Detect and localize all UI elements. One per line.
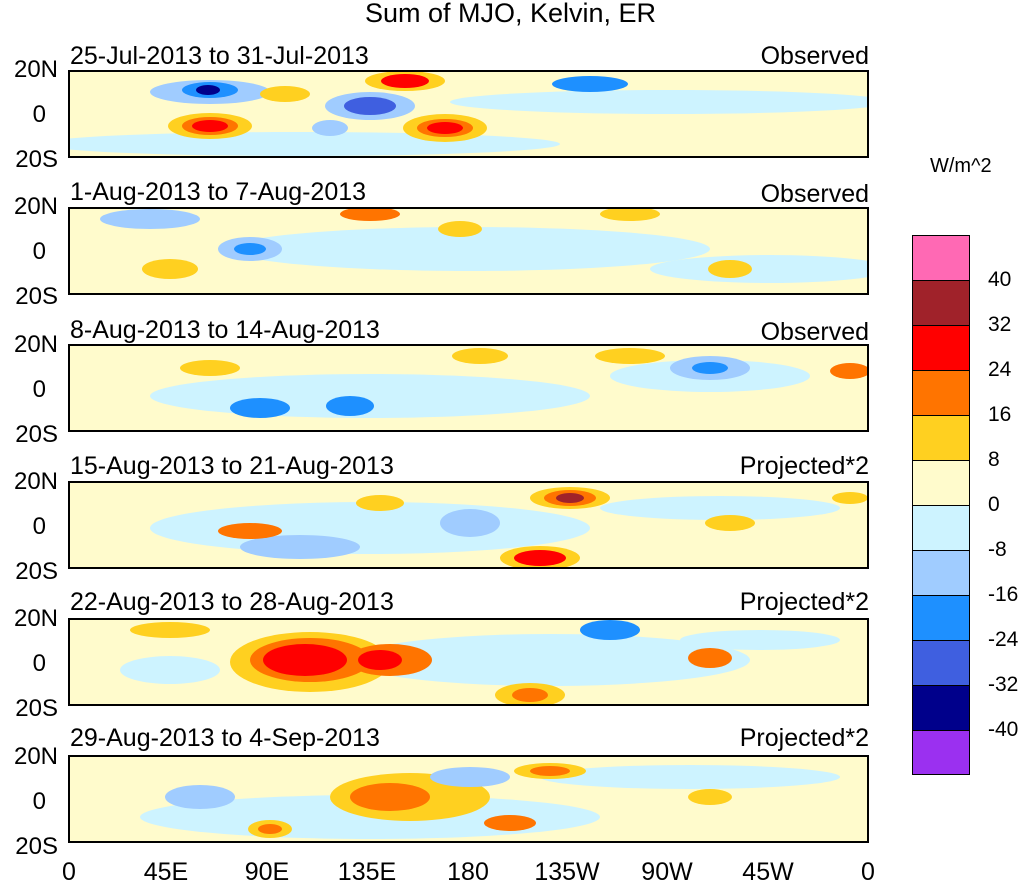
lon-label-0-right: 0	[861, 858, 875, 886]
lon-label-180: 180	[447, 858, 489, 886]
panel-4-date: 15-Aug-2013 to 21-Aug-2013	[70, 452, 394, 480]
map-panel-4	[68, 481, 869, 569]
colorbar-swatch	[912, 460, 970, 505]
colorbar-tick-label: 8	[988, 448, 1000, 471]
lat-label-20s-6: 20S	[15, 833, 58, 860]
lat-label-eq-6: 0	[32, 788, 46, 815]
colorbar-swatch	[912, 505, 970, 550]
colorbar-swatch	[912, 730, 970, 775]
colorbar-tick-label: -24	[988, 628, 1019, 651]
panel-6-date: 29-Aug-2013 to 4-Sep-2013	[70, 724, 380, 752]
panel-1-date: 25-Jul-2013 to 31-Jul-2013	[70, 42, 369, 70]
colorbar-swatch	[912, 685, 970, 730]
colorbar-tick-label: -8	[988, 538, 1007, 561]
panel-5-date: 22-Aug-2013 to 28-Aug-2013	[70, 588, 394, 616]
map-panel-6	[68, 755, 869, 843]
lon-label-45w: 45W	[742, 858, 794, 886]
lat-label-eq-4: 0	[32, 513, 46, 540]
lat-label-20n-2: 20N	[13, 193, 58, 220]
lat-label-20s-4: 20S	[15, 558, 58, 585]
lat-label-20n-3: 20N	[13, 331, 58, 358]
lat-label-20n-1: 20N	[13, 56, 58, 83]
colorbar-tick-label: 0	[988, 493, 1000, 516]
lat-label-20n-4: 20N	[13, 468, 58, 495]
map-panel-3	[68, 344, 869, 432]
map-panel-1	[68, 70, 869, 158]
lon-label-90w: 90W	[641, 858, 693, 886]
colorbar-swatch	[912, 595, 970, 640]
panel-3-status: Observed	[760, 318, 869, 346]
lon-label-135e: 135E	[337, 858, 397, 886]
lat-label-eq-5: 0	[32, 650, 46, 677]
colorbar-tick-label: 32	[988, 313, 1012, 336]
lat-label-20s-2: 20S	[15, 283, 58, 310]
colorbar-tick-label: 24	[988, 358, 1012, 381]
lat-label-20n-5: 20N	[13, 605, 58, 632]
colorbar-tick-label: 16	[988, 403, 1012, 426]
panel-1-status: Observed	[760, 42, 869, 70]
lat-label-20s-1: 20S	[15, 146, 58, 173]
colorbar-units: W/m^2	[930, 155, 992, 177]
panel-4-status: Projected*2	[739, 452, 869, 480]
map-panel-2	[68, 207, 869, 295]
colorbar	[912, 235, 970, 775]
chart-title: Sum of MJO, Kelvin, ER	[364, 0, 657, 28]
colorbar-swatch	[912, 550, 970, 595]
lat-label-eq-3: 0	[32, 376, 46, 403]
lat-label-eq-2: 0	[32, 238, 46, 265]
panel-2-status: Observed	[760, 180, 869, 208]
lon-label-45e: 45E	[143, 858, 189, 886]
colorbar-swatch	[912, 640, 970, 685]
colorbar-swatch	[912, 415, 970, 460]
colorbar-swatch	[912, 235, 970, 280]
panel-2-date: 1-Aug-2013 to 7-Aug-2013	[70, 178, 367, 206]
lat-label-20n-6: 20N	[13, 743, 58, 770]
colorbar-swatch	[912, 280, 970, 325]
panel-3-date: 8-Aug-2013 to 14-Aug-2013	[70, 316, 380, 344]
colorbar-swatch	[912, 370, 970, 415]
lon-label-90e: 90E	[244, 858, 290, 886]
colorbar-tick-label: -16	[988, 583, 1019, 606]
panel-6-status: Projected*2	[739, 724, 869, 752]
lon-label-0-left: 0	[62, 858, 76, 886]
colorbar-tick-label: 40	[988, 268, 1012, 291]
colorbar-swatch	[912, 325, 970, 370]
panel-5-status: Projected*2	[739, 588, 869, 616]
lon-label-135w: 135W	[534, 858, 600, 886]
colorbar-tick-label: -32	[988, 673, 1019, 696]
map-panel-5	[68, 618, 869, 706]
colorbar-tick-label: -40	[988, 718, 1019, 741]
lat-label-20s-5: 20S	[15, 695, 58, 722]
lat-label-eq-1: 0	[32, 101, 46, 128]
lat-label-20s-3: 20S	[15, 421, 58, 448]
